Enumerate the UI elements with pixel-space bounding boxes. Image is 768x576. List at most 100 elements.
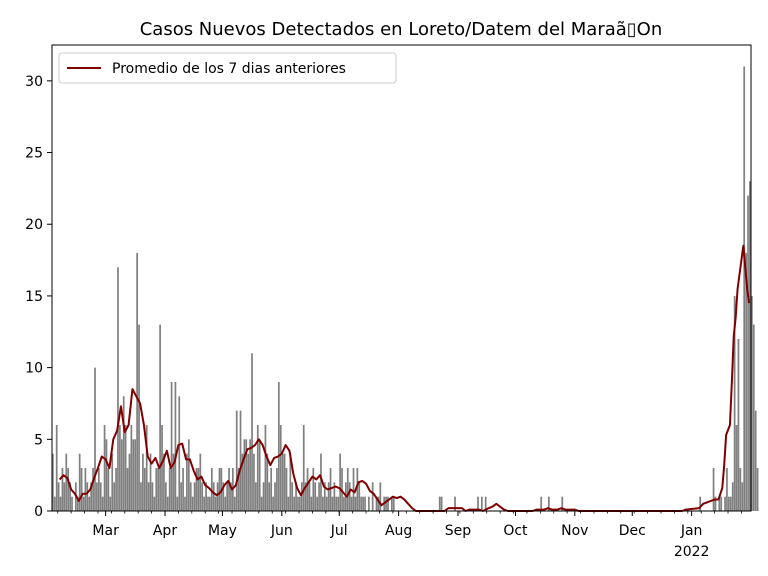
bar: [113, 482, 115, 511]
bar: [199, 453, 202, 511]
bar: [728, 496, 730, 511]
bar: [333, 482, 336, 511]
bar: [184, 496, 186, 511]
bar: [163, 453, 165, 511]
bar: [210, 467, 213, 511]
bar: [297, 496, 299, 511]
bar: [747, 195, 749, 512]
bar: [191, 496, 194, 511]
bar-series: [52, 66, 759, 512]
legend-box: [58, 52, 397, 84]
bar: [699, 496, 702, 511]
bar: [281, 453, 284, 511]
bar: [331, 496, 334, 511]
bar: [120, 439, 123, 511]
bar: [327, 482, 330, 511]
bar: [130, 424, 133, 511]
y-tick-label: 15: [25, 289, 43, 305]
bar: [193, 482, 196, 511]
bar: [314, 482, 317, 511]
line-series-group: [58, 244, 751, 512]
bar: [247, 453, 250, 511]
bar: [235, 410, 238, 511]
bar: [124, 424, 127, 511]
bar: [143, 467, 146, 511]
bar: [371, 482, 374, 511]
x-tick-label: Oct: [503, 523, 528, 539]
bar: [52, 453, 54, 511]
bar: [138, 324, 140, 511]
bar: [440, 496, 443, 511]
x-tick-label: Dec: [619, 523, 646, 539]
bar: [172, 453, 175, 511]
bar: [306, 467, 309, 511]
bar: [741, 482, 744, 511]
bar: [749, 181, 751, 511]
bar: [97, 467, 100, 511]
bar: [358, 482, 361, 511]
bar: [352, 467, 355, 511]
bar: [176, 496, 179, 511]
bar: [343, 496, 345, 511]
y-tick-label: 10: [25, 361, 43, 377]
bar: [239, 410, 242, 511]
bar: [115, 467, 117, 511]
bar: [253, 453, 255, 511]
bar: [733, 295, 736, 511]
bar: [224, 496, 227, 511]
bar: [354, 496, 357, 511]
bar: [94, 367, 96, 511]
bar: [88, 496, 91, 511]
bar: [260, 496, 263, 511]
bar: [276, 467, 278, 511]
bar: [218, 467, 221, 511]
bar: [174, 381, 177, 511]
bar: [80, 467, 83, 511]
bar: [756, 467, 759, 511]
bar: [712, 467, 715, 511]
bar: [157, 467, 160, 511]
bar: [751, 295, 753, 511]
x-tick-label: Jan: [680, 523, 703, 539]
bar: [243, 439, 246, 511]
bar: [149, 453, 152, 511]
bar: [745, 252, 747, 511]
bar: [308, 482, 311, 511]
bar: [161, 424, 163, 511]
bar: [720, 496, 723, 511]
bar: [540, 496, 543, 511]
bar: [201, 482, 204, 511]
bar: [258, 439, 261, 511]
bar: [731, 482, 734, 511]
bar: [212, 482, 215, 511]
bar: [178, 396, 181, 511]
bar: [548, 496, 550, 511]
y-tick-label: 5: [34, 432, 43, 448]
bar: [126, 467, 129, 511]
bar: [310, 496, 313, 511]
bar: [119, 424, 121, 511]
x-tick-label: Mar: [92, 523, 119, 539]
bar: [735, 424, 738, 511]
bar: [256, 424, 259, 511]
bar: [233, 496, 236, 511]
bar: [86, 482, 89, 511]
bar: [339, 453, 341, 511]
bar: [187, 439, 190, 511]
bar: [226, 482, 228, 511]
bar: [392, 496, 395, 511]
bar: [122, 396, 125, 511]
bar: [186, 453, 188, 511]
bar: [237, 467, 240, 511]
x-tick-label: Sep: [445, 523, 472, 539]
bar: [140, 482, 142, 511]
bar: [362, 496, 364, 511]
bar: [109, 496, 112, 511]
bar: [312, 467, 315, 511]
bar: [291, 482, 294, 511]
y-axis: 0 5 10 15 20 25 30: [25, 74, 52, 520]
bar: [279, 424, 282, 511]
bar: [264, 424, 267, 511]
bar: [136, 252, 138, 511]
